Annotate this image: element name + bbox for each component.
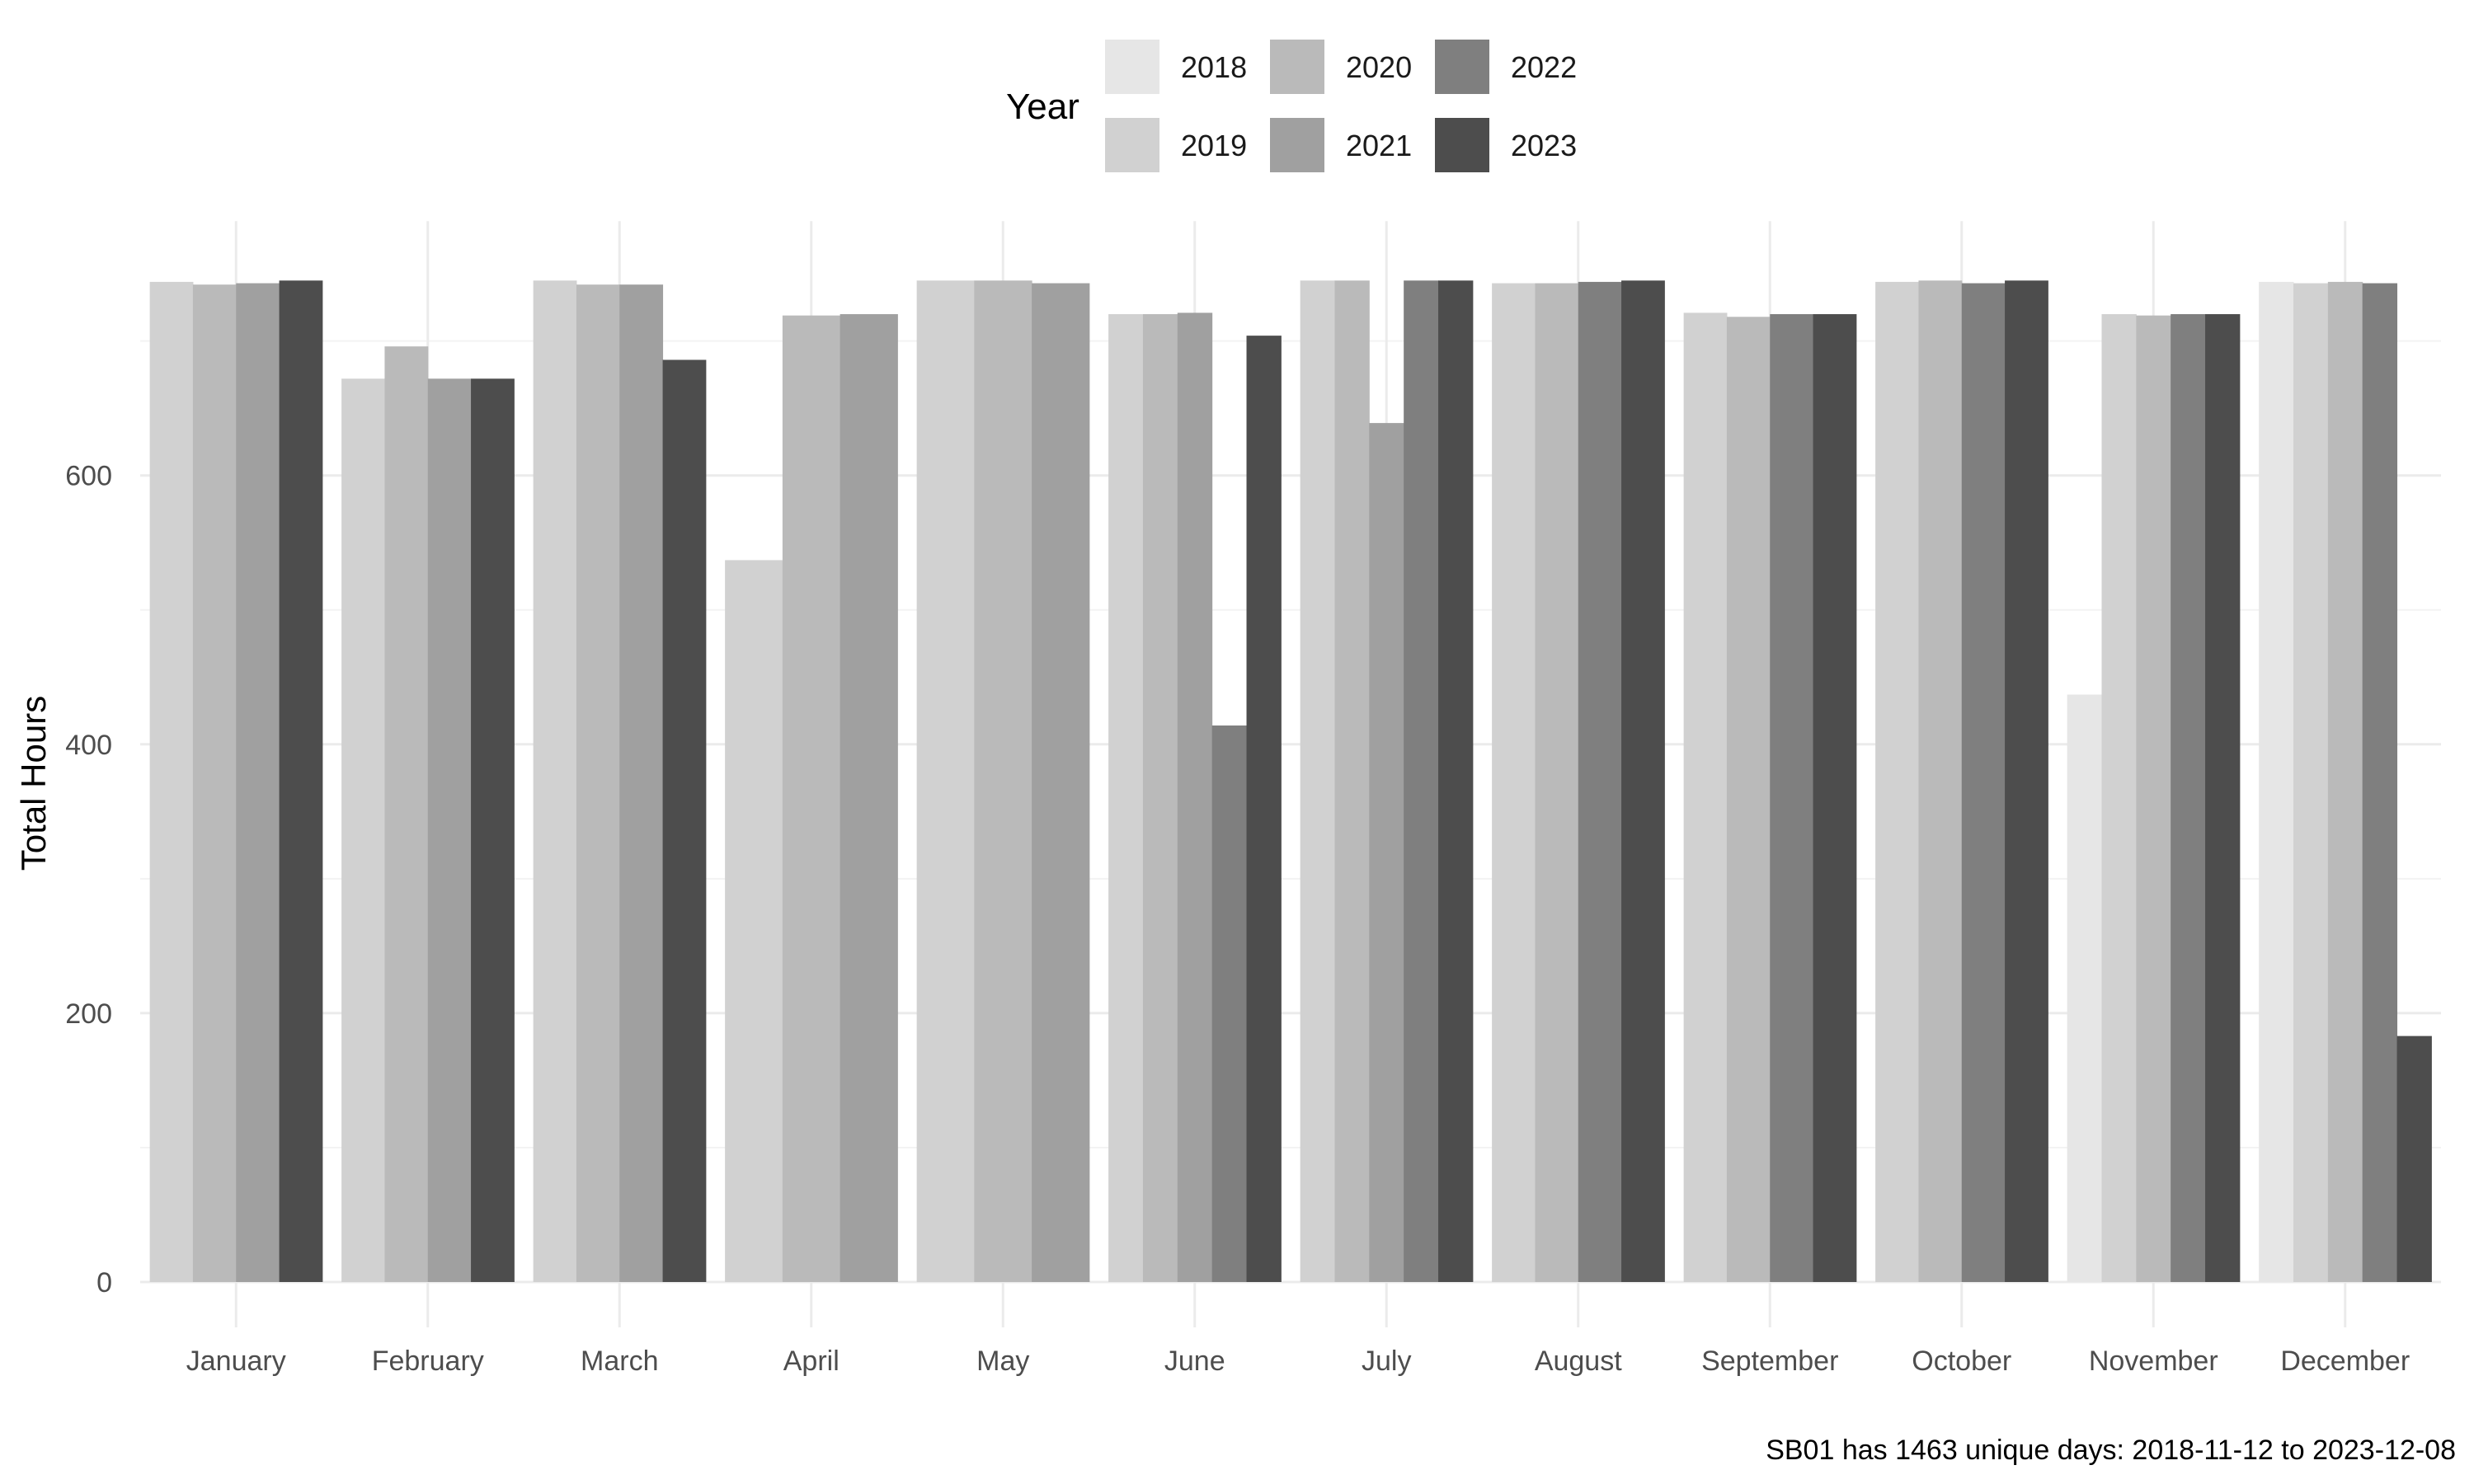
bar-january-2020 xyxy=(192,284,237,1283)
bar-may-2020 xyxy=(974,280,1032,1283)
bar-november-2018 xyxy=(2067,694,2102,1282)
bar-february-2020 xyxy=(384,346,429,1282)
bar-december-2020 xyxy=(2327,281,2363,1283)
bar-march-2023 xyxy=(662,359,707,1282)
bar-september-2022 xyxy=(1770,314,1814,1282)
bar-november-2023 xyxy=(2205,314,2241,1282)
x-tick-label: December xyxy=(2280,1345,2410,1377)
bar-january-2021 xyxy=(236,283,280,1282)
legend-key-2021 xyxy=(1270,118,1324,172)
y-tick-label: 200 xyxy=(65,998,112,1030)
bar-september-2023 xyxy=(1813,314,1857,1282)
x-tick-label: June xyxy=(1164,1345,1225,1377)
legend-label-2019: 2019 xyxy=(1181,129,1247,162)
bar-july-2022 xyxy=(1404,280,1439,1283)
bar-april-2021 xyxy=(840,314,898,1282)
bar-march-2021 xyxy=(619,284,664,1283)
bar-september-2020 xyxy=(1726,317,1771,1282)
legend-label-2020: 2020 xyxy=(1346,50,1412,84)
bar-may-2021 xyxy=(1032,283,1090,1282)
x-tick-label: July xyxy=(1362,1345,1411,1377)
bar-october-2022 xyxy=(1961,283,2006,1282)
bar-february-2023 xyxy=(471,378,515,1283)
bar-july-2023 xyxy=(1438,280,1474,1283)
y-tick-labels: 0 200 400 600 xyxy=(65,461,112,1298)
bar-may-2019 xyxy=(916,280,975,1283)
legend-label-2023: 2023 xyxy=(1511,129,1577,162)
bar-december-2022 xyxy=(2362,283,2398,1282)
bar-august-2023 xyxy=(1621,280,1665,1283)
bar-december-2018 xyxy=(2259,281,2294,1283)
bar-july-2021 xyxy=(1369,423,1404,1282)
bar-december-2023 xyxy=(2396,1036,2432,1282)
bar-august-2022 xyxy=(1578,281,1622,1283)
legend-title: Year xyxy=(1006,87,1079,127)
bar-april-2020 xyxy=(782,315,841,1282)
chart-caption: SB01 has 1463 unique days: 2018-11-12 to… xyxy=(1766,1435,2456,1466)
bar-november-2019 xyxy=(2101,314,2137,1282)
legend-key-2022 xyxy=(1435,40,1489,94)
bar-april-2019 xyxy=(725,560,783,1282)
legend-label-2022: 2022 xyxy=(1511,50,1577,84)
bar-february-2021 xyxy=(427,378,472,1283)
bar-june-2019 xyxy=(1108,314,1144,1282)
legend-key-2020 xyxy=(1270,40,1324,94)
legend-label-2018: 2018 xyxy=(1181,50,1247,84)
bar-july-2019 xyxy=(1300,280,1335,1283)
legend-key-2023 xyxy=(1435,118,1489,172)
bar-july-2020 xyxy=(1334,280,1370,1283)
x-tick-label: November xyxy=(2089,1345,2218,1377)
bar-november-2020 xyxy=(2136,315,2171,1282)
y-tick-label: 400 xyxy=(65,730,112,761)
x-tick-labels: January February March April May June July Augu… xyxy=(186,1345,2410,1377)
bar-june-2020 xyxy=(1142,314,1178,1282)
y-axis-title: Total Hours xyxy=(14,696,53,871)
bar-june-2023 xyxy=(1246,336,1282,1283)
x-tick-label: March xyxy=(581,1345,658,1377)
bar-august-2019 xyxy=(1492,283,1536,1282)
legend-key-2019 xyxy=(1105,118,1159,172)
x-tick-label: January xyxy=(186,1345,286,1377)
bar-august-2020 xyxy=(1535,283,1579,1282)
x-tick-label: April xyxy=(783,1345,840,1377)
y-tick-label: 600 xyxy=(65,461,112,492)
y-tick-label: 0 xyxy=(96,1267,112,1298)
bar-september-2019 xyxy=(1683,312,1728,1283)
bar-march-2020 xyxy=(576,284,620,1283)
bar-december-2019 xyxy=(2293,283,2329,1282)
x-tick-label: February xyxy=(372,1345,484,1377)
bar-june-2021 xyxy=(1177,312,1213,1283)
legend: Year 2018 2019 2020 2021 2022 2023 xyxy=(1006,40,1577,172)
bar-january-2019 xyxy=(149,281,194,1283)
bar-october-2020 xyxy=(1918,280,1963,1283)
x-tick-label: May xyxy=(976,1345,1029,1377)
bars xyxy=(149,280,2432,1283)
bar-october-2019 xyxy=(1875,281,1919,1283)
x-tick-label: October xyxy=(1912,1345,2011,1377)
bar-october-2023 xyxy=(2005,280,2048,1283)
bar-november-2022 xyxy=(2171,314,2206,1282)
bar-june-2022 xyxy=(1211,725,1248,1282)
bar-march-2019 xyxy=(533,280,577,1283)
legend-label-2021: 2021 xyxy=(1346,129,1412,162)
bar-january-2023 xyxy=(279,280,323,1283)
x-tick-label: September xyxy=(1701,1345,1838,1377)
legend-key-2018 xyxy=(1105,40,1159,94)
x-tick-label: August xyxy=(1535,1345,1622,1377)
bar-february-2019 xyxy=(341,378,385,1283)
